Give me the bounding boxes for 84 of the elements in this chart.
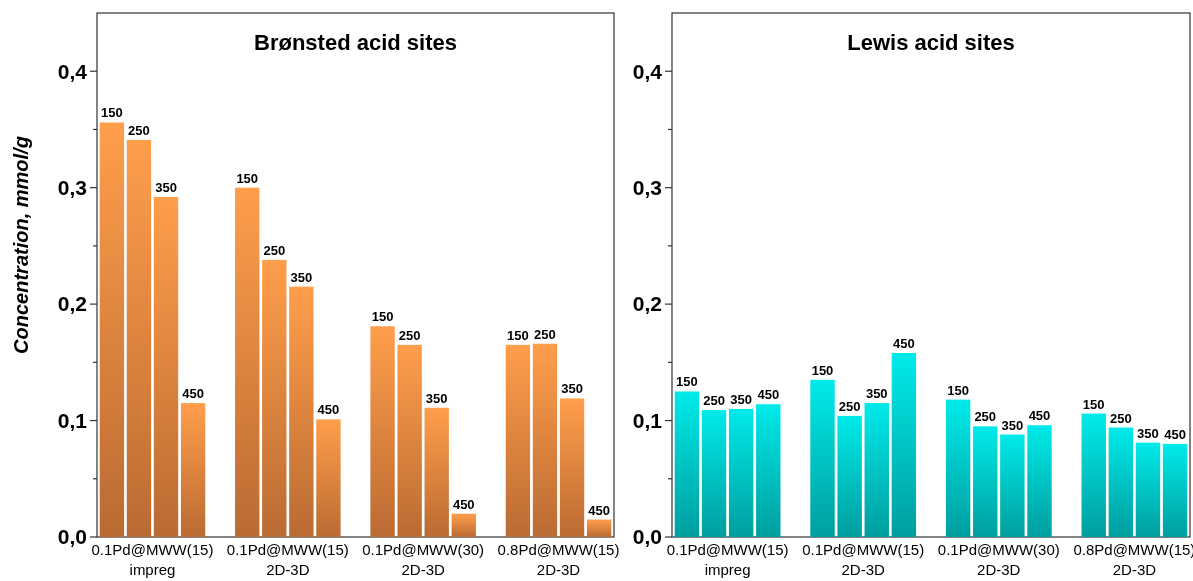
text: 250 [1109,410,1132,426]
y-tick-label: 0,2 [57,292,87,316]
text: 450 [588,502,610,518]
x-tick-label: 0.8Pd@MWW(15) 2D-3D [497,541,620,578]
bar [1108,427,1134,537]
text: 450 [893,336,915,352]
bar [674,391,700,537]
y-tick-label: 0,0 [57,525,87,549]
bar [180,403,206,537]
text: 450 [452,496,475,512]
x-tick-label: 0.1Pd@MWW(15) impreg [666,541,789,578]
text: 250 [263,242,286,258]
x-tick-label: 0.1Pd@MWW(30) 2D-3D [362,541,485,578]
bar [810,379,835,537]
text: 350 [1001,417,1024,433]
series-label: 250 [128,122,150,138]
bar [891,353,917,537]
bar [864,403,889,537]
bar [1162,443,1188,537]
text: 450 [1028,408,1051,424]
text: 450 [1164,426,1186,442]
y-tick-label: 0,4 [57,59,88,83]
bar [316,419,341,537]
series-label: 450 [757,387,780,403]
bar [451,513,476,537]
bar [728,408,754,537]
bar [153,196,179,537]
bar [756,404,781,537]
series-label: 450 [182,386,204,402]
bar [1027,425,1052,537]
bar [837,415,862,537]
y-axis-title: Concentration, mmol/g [10,136,32,354]
series-label: 250 [703,393,725,409]
text: 350 [425,390,448,406]
text: 350 [290,269,313,285]
y-tick-label: 0,4 [632,59,663,83]
series-label: 150 [101,105,123,121]
bar [397,344,422,537]
bar [99,122,125,537]
series-label: 150 [676,374,698,390]
text: 150 [947,382,969,398]
x-tick-label: 0.1Pd@MWW(15) 2D-3D [226,541,349,578]
text: 150 [371,309,394,325]
bar [1135,442,1161,537]
text: 250 [534,326,556,342]
text: 150 [811,362,834,378]
x-tick-label: 0.1Pd@MWW(15) impreg [91,541,214,578]
y-tick-label: 0,3 [57,176,87,200]
text: Brønsted acid sites [254,30,457,55]
text: 150 [236,170,259,186]
text: 350 [1137,425,1159,441]
text: 450 [317,402,340,418]
bar [424,407,449,537]
text: 250 [974,409,997,425]
text: 150 [1082,396,1105,412]
series-label: 350 [730,391,753,407]
bar [701,410,727,537]
bar [973,426,998,537]
y-tick-label: 0,0 [632,525,662,549]
bar [289,286,314,537]
bar [586,519,612,537]
text: Lewis acid sites [847,30,1015,55]
bar [235,187,260,537]
text: 350 [865,386,888,402]
bar [262,259,287,537]
y-tick-label: 0,1 [57,408,88,432]
x-tick-label: 0.1Pd@MWW(30) 2D-3D [937,541,1060,578]
bar [559,398,585,537]
text: 250 [838,398,861,414]
y-tick-label: 0,3 [632,176,662,200]
x-tick-label: 0.1Pd@MWW(15) 2D-3D [802,541,925,578]
bar [370,326,395,537]
y-tick-label: 0,1 [632,408,663,432]
series-label: 350 [155,179,177,195]
text: 350 [561,381,583,397]
bar [1081,413,1106,537]
y-tick-label: 0,2 [632,292,662,316]
bar [945,399,971,537]
bar [532,343,558,537]
bar [126,139,152,537]
text: 250 [398,327,421,343]
bar [505,344,531,537]
bar [1000,434,1025,537]
text: 150 [507,327,529,343]
